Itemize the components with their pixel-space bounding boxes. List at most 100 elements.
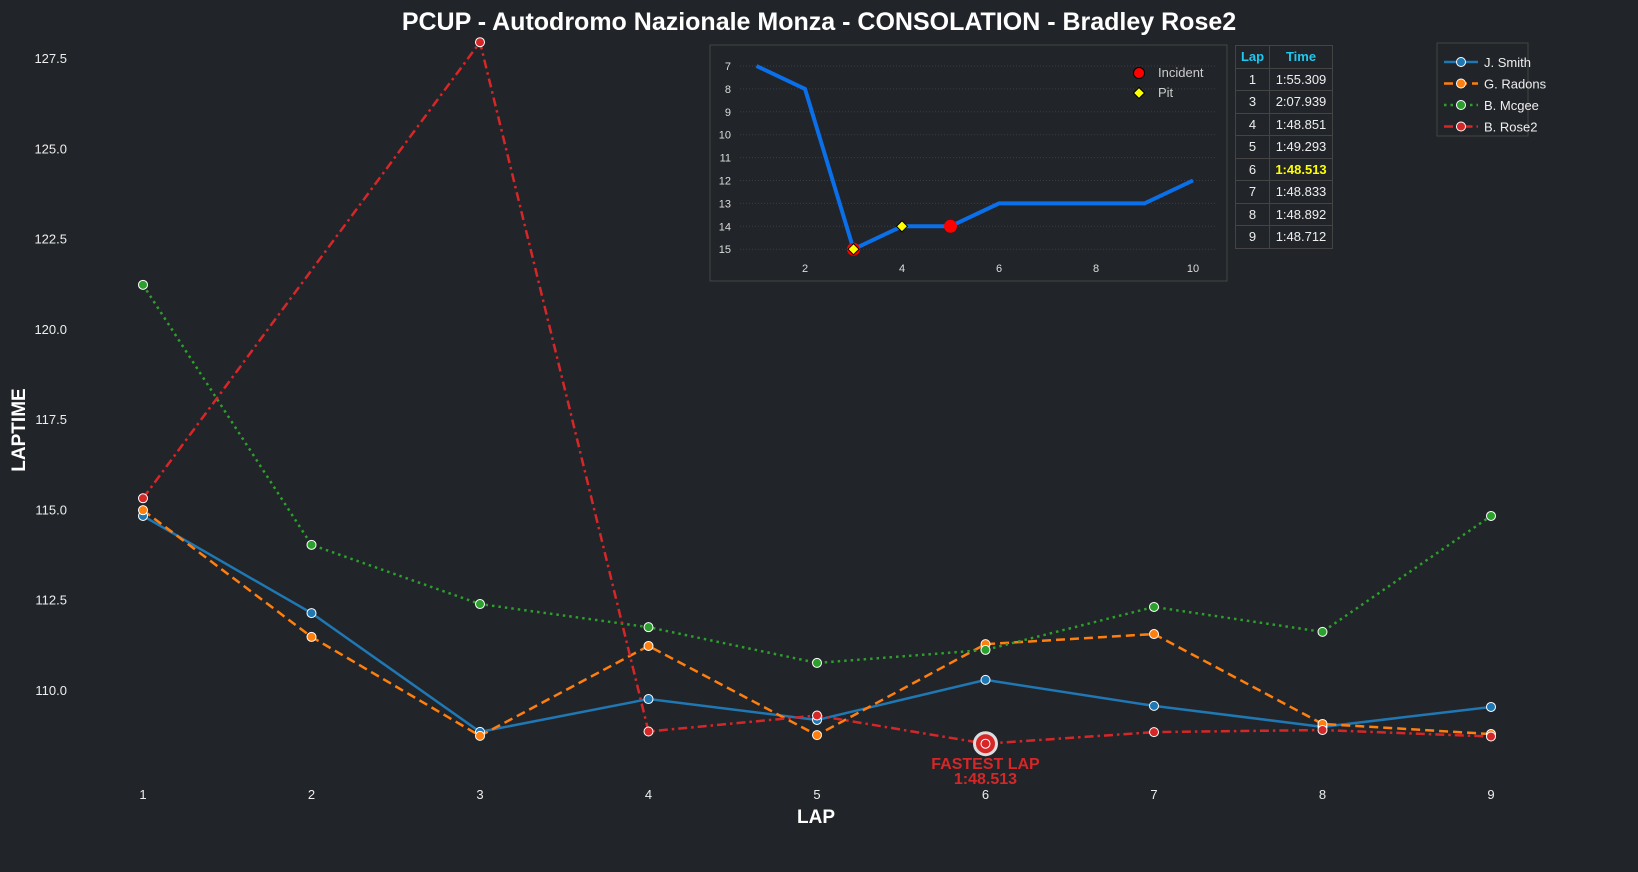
data-point xyxy=(138,505,148,516)
lap-time-cell: 1:55.309 xyxy=(1269,67,1333,91)
table-header-lap: Lap xyxy=(1235,45,1270,69)
lap-number-cell: 7 xyxy=(1235,180,1270,204)
data-point xyxy=(475,599,485,610)
data-point xyxy=(1149,700,1159,711)
lap-number-cell: 8 xyxy=(1235,202,1270,226)
series-line-b-mcgee xyxy=(141,284,1492,665)
data-point xyxy=(980,674,991,685)
pit-marker xyxy=(847,242,860,256)
legend-marker xyxy=(1456,121,1466,132)
y-tick-label: 110.0 xyxy=(35,683,67,698)
legend-label: B. Rose2 xyxy=(1484,120,1537,135)
x-tick-label: 1 xyxy=(139,787,146,802)
inset-y-tick-label: 9 xyxy=(725,107,731,119)
data-point xyxy=(1149,629,1159,640)
data-point xyxy=(980,644,991,655)
x-tick-label: 2 xyxy=(308,787,315,802)
lap-number-cell: 4 xyxy=(1235,112,1270,136)
legend-incident-label: Incident xyxy=(1158,65,1204,80)
table-header-time: Time xyxy=(1269,45,1333,69)
y-tick-label: 125.0 xyxy=(34,141,67,156)
lap-number-cell: 6 xyxy=(1235,157,1270,181)
table-row: 3 2:07.939 xyxy=(1235,90,1333,114)
series-line-b-rose2 xyxy=(141,39,1492,745)
data-point xyxy=(475,730,485,741)
y-tick-label: 122.5 xyxy=(34,232,67,247)
x-tick-label: 5 xyxy=(813,787,820,802)
data-point xyxy=(1317,725,1328,736)
table-row: 8 1:48.892 xyxy=(1235,202,1333,226)
legend-pit-icon xyxy=(1132,86,1146,100)
table-row: 1 1:55.309 xyxy=(1235,67,1333,91)
data-point xyxy=(306,608,317,619)
legend-marker xyxy=(1456,100,1466,110)
data-point xyxy=(812,730,822,741)
legend-box xyxy=(1436,42,1529,137)
inset-position-line xyxy=(755,64,1194,252)
y-tick-label: 117.5 xyxy=(35,412,67,427)
chart-title: PCUP - Autodromo Nazionale Monza - CONSO… xyxy=(402,8,1236,36)
inset-y-tick-label: 11 xyxy=(720,153,731,165)
lap-number-cell: 1 xyxy=(1235,67,1270,91)
data-point xyxy=(1149,727,1159,738)
inset-x-tick-label: 4 xyxy=(899,263,905,275)
inset-y-tick-label: 14 xyxy=(719,221,731,233)
lap-time-cell: 1:48.851 xyxy=(1269,112,1333,136)
legend-label: G. Radons xyxy=(1484,77,1547,92)
legend-marker xyxy=(1456,78,1466,89)
x-tick-label: 7 xyxy=(1150,787,1157,802)
series-line-g-radons xyxy=(142,509,1492,738)
data-point xyxy=(306,631,317,642)
x-tick-label: 3 xyxy=(476,787,483,802)
data-point xyxy=(138,493,148,504)
x-tick-label: 6 xyxy=(982,787,989,802)
data-point xyxy=(643,640,654,651)
inset-x-tick-label: 6 xyxy=(996,263,1002,275)
y-tick-label: 127.5 xyxy=(34,51,67,66)
x-tick-label: 8 xyxy=(1319,787,1326,802)
legend-marker xyxy=(1456,57,1466,67)
data-point xyxy=(643,622,654,633)
fastest-lap-label: FASTEST LAP xyxy=(931,756,1040,773)
x-tick-label: 9 xyxy=(1487,787,1494,802)
incident-marker xyxy=(944,219,957,233)
lap-time-cell: 1:48.712 xyxy=(1269,225,1333,249)
data-point xyxy=(475,37,485,48)
data-point xyxy=(1149,601,1159,612)
data-point xyxy=(1486,731,1496,742)
data-point xyxy=(643,726,654,737)
data-point xyxy=(980,738,991,749)
data-point xyxy=(643,694,654,705)
y-tick-label: 112.5 xyxy=(35,593,67,608)
inset-x-tick-label: 10 xyxy=(1187,263,1199,275)
legend-incident-icon xyxy=(1133,67,1145,79)
data-point xyxy=(812,657,822,668)
data-point xyxy=(1317,626,1328,637)
lap-time-cell: 2:07.939 xyxy=(1269,90,1333,114)
laptime-table: Lap Time 1 1:55.309 3 2:07.939 4 1:48.851 5 1:4… xyxy=(1235,45,1333,249)
x-axis-label: LAP xyxy=(797,807,835,828)
legend-pit-label: Pit xyxy=(1158,85,1174,100)
lap-number-cell: 3 xyxy=(1235,90,1270,114)
table-row: 9 1:48.712 xyxy=(1235,225,1333,249)
inset-x-tick-label: 2 xyxy=(802,263,808,275)
series-line-j-smith xyxy=(142,514,1492,734)
lap-time-cell: 1:48.513 xyxy=(1269,157,1333,181)
lap-time-cell: 1:48.833 xyxy=(1269,180,1333,204)
lap-number-cell: 9 xyxy=(1235,225,1270,249)
data-point xyxy=(1486,510,1496,521)
y-tick-label: 115.0 xyxy=(35,502,67,517)
table-row: 5 1:49.293 xyxy=(1235,135,1333,159)
fastest-lap-time: 1:48.513 xyxy=(954,771,1017,788)
inset-y-tick-label: 10 xyxy=(719,130,731,142)
inset-y-tick-label: 13 xyxy=(719,198,731,210)
inset-x-tick-label: 8 xyxy=(1093,263,1099,275)
lap-time-cell: 1:49.293 xyxy=(1269,135,1333,159)
y-axis-label: LAPTIME xyxy=(9,388,30,471)
inset-y-tick-label: 7 xyxy=(725,61,731,73)
data-point xyxy=(306,539,317,550)
data-point xyxy=(812,710,822,721)
legend-label: J. Smith xyxy=(1484,55,1531,70)
legend-label: B. Mcgee xyxy=(1484,98,1539,113)
